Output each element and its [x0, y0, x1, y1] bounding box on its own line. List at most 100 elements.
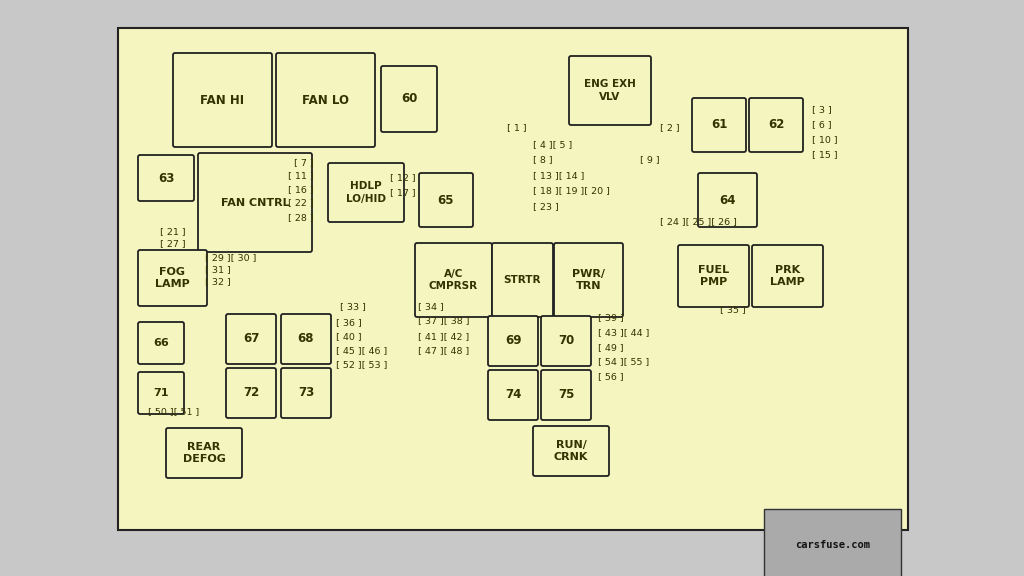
FancyBboxPatch shape	[198, 153, 312, 252]
Text: FAN HI: FAN HI	[201, 93, 245, 107]
Text: [ 21 ]: [ 21 ]	[160, 228, 185, 237]
Text: 68: 68	[298, 332, 314, 346]
Text: [ 31 ]: [ 31 ]	[205, 266, 230, 275]
Text: [ 2 ]: [ 2 ]	[660, 123, 680, 132]
FancyBboxPatch shape	[281, 368, 331, 418]
Text: [ 17 ]: [ 17 ]	[390, 188, 416, 198]
FancyBboxPatch shape	[166, 428, 242, 478]
Text: [ 52 ][ 53 ]: [ 52 ][ 53 ]	[336, 361, 387, 369]
Text: [ 11 ]: [ 11 ]	[289, 172, 314, 180]
FancyBboxPatch shape	[488, 370, 538, 420]
Text: carsfuse.com: carsfuse.com	[795, 540, 870, 550]
Text: [ 50 ][ 51 ]: [ 50 ][ 51 ]	[148, 407, 200, 416]
FancyBboxPatch shape	[554, 243, 623, 317]
Text: [ 3 ]: [ 3 ]	[812, 105, 831, 115]
FancyBboxPatch shape	[226, 368, 276, 418]
Text: 72: 72	[243, 386, 259, 400]
Text: RUN/
CRNK: RUN/ CRNK	[554, 440, 588, 462]
Text: 73: 73	[298, 386, 314, 400]
Text: [ 28 ]: [ 28 ]	[289, 214, 314, 222]
FancyBboxPatch shape	[419, 173, 473, 227]
FancyBboxPatch shape	[138, 322, 184, 364]
Text: 62: 62	[768, 119, 784, 131]
FancyBboxPatch shape	[492, 243, 553, 317]
Text: [ 56 ]: [ 56 ]	[598, 373, 624, 381]
Text: [ 9 ]: [ 9 ]	[640, 156, 659, 165]
Text: [ 27 ]: [ 27 ]	[160, 240, 185, 248]
Text: 70: 70	[558, 335, 574, 347]
Text: [ 24 ][ 25 ][ 26 ]: [ 24 ][ 25 ][ 26 ]	[660, 218, 737, 226]
Text: [ 41 ][ 42 ]: [ 41 ][ 42 ]	[418, 332, 469, 342]
Text: FAN CNTRL: FAN CNTRL	[221, 198, 290, 207]
Text: [ 43 ][ 44 ]: [ 43 ][ 44 ]	[598, 328, 649, 338]
Text: [ 54 ][ 55 ]: [ 54 ][ 55 ]	[598, 358, 649, 366]
FancyBboxPatch shape	[138, 250, 207, 306]
Text: [ 37 ][ 38 ]: [ 37 ][ 38 ]	[418, 316, 469, 325]
FancyBboxPatch shape	[415, 243, 492, 317]
Text: 75: 75	[558, 388, 574, 401]
Text: [ 47 ][ 48 ]: [ 47 ][ 48 ]	[418, 347, 469, 355]
Text: [ 7 ]: [ 7 ]	[294, 158, 314, 168]
Text: [ 40 ]: [ 40 ]	[336, 332, 361, 342]
Text: [ 45 ][ 46 ]: [ 45 ][ 46 ]	[336, 347, 387, 355]
FancyBboxPatch shape	[698, 173, 757, 227]
Text: [ 29 ][ 30 ]: [ 29 ][ 30 ]	[205, 253, 256, 263]
FancyBboxPatch shape	[281, 314, 331, 364]
Text: [ 32 ]: [ 32 ]	[205, 278, 230, 286]
FancyBboxPatch shape	[488, 316, 538, 366]
Text: PWR/
TRN: PWR/ TRN	[572, 269, 605, 291]
FancyBboxPatch shape	[752, 245, 823, 307]
Text: [ 15 ]: [ 15 ]	[812, 150, 838, 160]
Text: [ 33 ]: [ 33 ]	[340, 302, 366, 312]
Text: REAR
DEFOG: REAR DEFOG	[182, 442, 225, 464]
Text: PRK
LAMP: PRK LAMP	[770, 265, 805, 287]
Text: 64: 64	[719, 194, 736, 207]
FancyBboxPatch shape	[692, 98, 746, 152]
FancyBboxPatch shape	[138, 155, 194, 201]
Text: [ 13 ][ 14 ]: [ 13 ][ 14 ]	[534, 172, 585, 180]
FancyBboxPatch shape	[534, 426, 609, 476]
FancyBboxPatch shape	[138, 372, 184, 414]
Text: ENG EXH
VLV: ENG EXH VLV	[584, 79, 636, 102]
Text: 69: 69	[505, 335, 521, 347]
Text: [ 34 ]: [ 34 ]	[418, 302, 443, 312]
FancyBboxPatch shape	[541, 370, 591, 420]
Text: [ 10 ]: [ 10 ]	[812, 135, 838, 145]
Text: [ 16 ]: [ 16 ]	[289, 185, 314, 195]
FancyBboxPatch shape	[569, 56, 651, 125]
Text: [ 22 ]: [ 22 ]	[289, 199, 314, 207]
FancyBboxPatch shape	[381, 66, 437, 132]
Text: [ 4 ][ 5 ]: [ 4 ][ 5 ]	[534, 141, 572, 150]
FancyBboxPatch shape	[541, 316, 591, 366]
Text: [ 36 ]: [ 36 ]	[336, 319, 361, 328]
Text: [ 6 ]: [ 6 ]	[812, 120, 831, 130]
Text: [ 1 ]: [ 1 ]	[507, 123, 527, 132]
Text: [ 18 ][ 19 ][ 20 ]: [ 18 ][ 19 ][ 20 ]	[534, 187, 610, 195]
FancyBboxPatch shape	[276, 53, 375, 147]
Text: [ 49 ]: [ 49 ]	[598, 343, 624, 353]
Text: 74: 74	[505, 388, 521, 401]
Text: FAN LO: FAN LO	[302, 93, 349, 107]
Text: HDLP
LO/HID: HDLP LO/HID	[346, 181, 386, 204]
Text: STRTR: STRTR	[504, 275, 542, 285]
FancyBboxPatch shape	[328, 163, 404, 222]
Text: 65: 65	[437, 194, 455, 207]
Text: 71: 71	[154, 388, 169, 398]
Text: FUEL
PMP: FUEL PMP	[698, 265, 729, 287]
FancyBboxPatch shape	[749, 98, 803, 152]
Text: [ 39 ]: [ 39 ]	[598, 313, 624, 323]
Bar	[118, 28, 908, 530]
Text: [ 23 ]: [ 23 ]	[534, 203, 559, 211]
Text: [ 35 ]: [ 35 ]	[720, 305, 745, 314]
FancyBboxPatch shape	[173, 53, 272, 147]
Text: 63: 63	[158, 172, 174, 184]
Text: [ 12 ]: [ 12 ]	[390, 173, 416, 183]
Text: 61: 61	[711, 119, 727, 131]
Text: 66: 66	[154, 338, 169, 348]
Text: [ 8 ]: [ 8 ]	[534, 156, 553, 165]
FancyBboxPatch shape	[678, 245, 749, 307]
Text: 67: 67	[243, 332, 259, 346]
FancyBboxPatch shape	[226, 314, 276, 364]
Text: FOG
LAMP: FOG LAMP	[155, 267, 189, 289]
Text: A/C
CMPRSR: A/C CMPRSR	[429, 269, 478, 291]
